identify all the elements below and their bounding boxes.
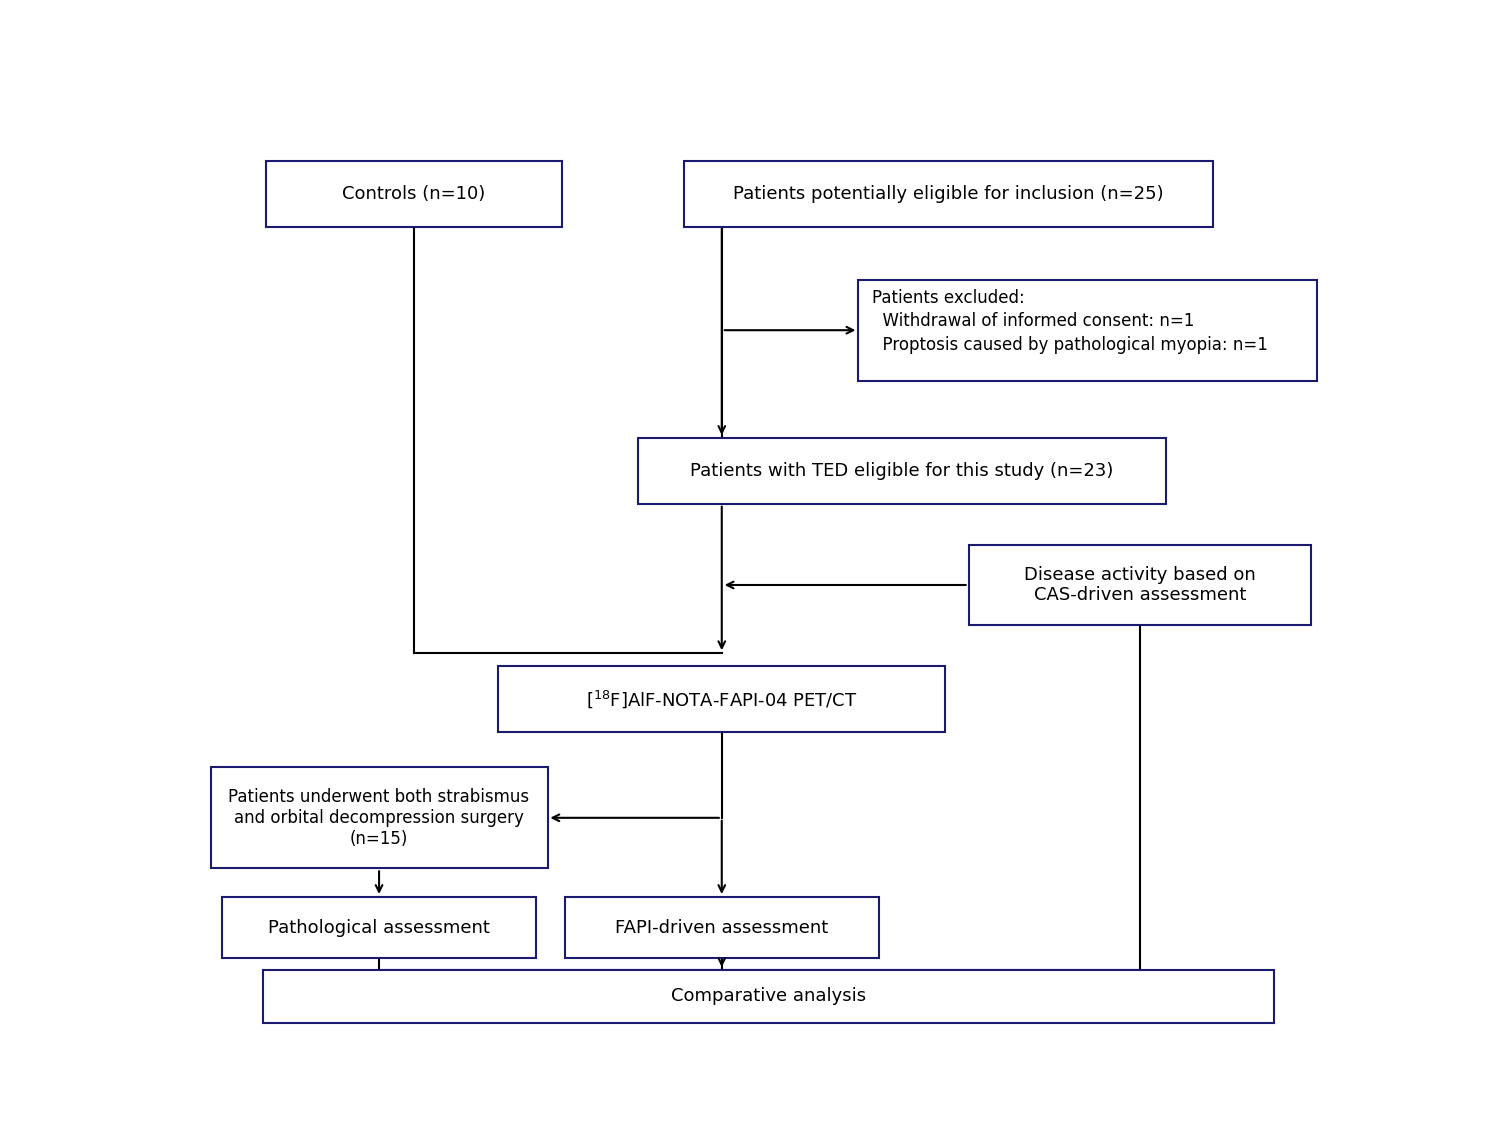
FancyBboxPatch shape [265, 161, 562, 227]
Text: [$^{18}$F]AlF-NOTA-FAPI-04 PET/CT: [$^{18}$F]AlF-NOTA-FAPI-04 PET/CT [586, 688, 857, 710]
FancyBboxPatch shape [262, 970, 1274, 1022]
Text: Comparative analysis: Comparative analysis [670, 987, 866, 1005]
FancyBboxPatch shape [498, 666, 946, 733]
FancyBboxPatch shape [222, 897, 537, 958]
FancyBboxPatch shape [684, 161, 1213, 227]
Text: Disease activity based on
CAS-driven assessment: Disease activity based on CAS-driven ass… [1024, 566, 1256, 605]
Text: Patients with TED eligible for this study (n=23): Patients with TED eligible for this stud… [690, 462, 1114, 479]
Text: Pathological assessment: Pathological assessment [268, 919, 490, 937]
FancyBboxPatch shape [210, 767, 547, 868]
Text: FAPI-driven assessment: FAPI-driven assessment [615, 919, 829, 937]
FancyBboxPatch shape [637, 438, 1166, 503]
Text: Patients excluded:
  Withdrawal of informed consent: n=1
  Proptosis caused by p: Patients excluded: Withdrawal of informe… [872, 289, 1268, 354]
Text: Patients potentially eligible for inclusion (n=25): Patients potentially eligible for inclus… [733, 185, 1163, 203]
FancyBboxPatch shape [859, 280, 1318, 381]
FancyBboxPatch shape [968, 545, 1312, 624]
Text: Controls (n=10): Controls (n=10) [342, 185, 486, 203]
FancyBboxPatch shape [565, 897, 878, 958]
Text: Patients underwent both strabismus
and orbital decompression surgery
(n=15): Patients underwent both strabismus and o… [228, 788, 529, 848]
